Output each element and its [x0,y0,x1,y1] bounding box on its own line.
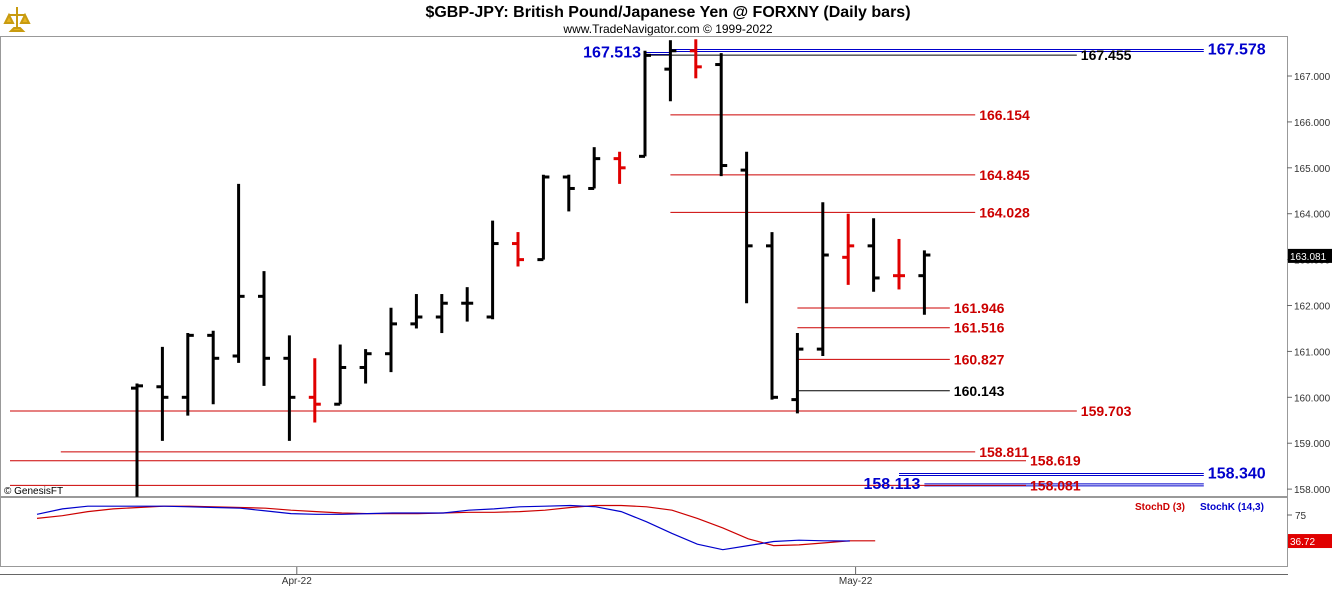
ohlc-bar [359,349,372,384]
level-label: 158.619 [1030,453,1081,469]
level-label: 160.827 [954,351,1005,367]
chart-title: $GBP-JPY: British Pound/Japanese Yen @ F… [425,4,910,21]
level-label: 167.578 [1208,41,1266,58]
ohlc-bar [664,40,677,102]
price-tick-label: 162.000 [1294,302,1331,313]
time-tick-label: Apr-22 [282,576,312,587]
ohlc-bar [588,147,601,190]
ohlc-bar [512,232,524,267]
ohlc-bar [486,220,499,320]
ohlc-bar [410,294,423,329]
price-axis-ticks: 158.000 159.000 160.000 161.000 162.000 163.0… [1287,72,1332,496]
ohlc-bar [181,333,194,416]
level-label: 166.154 [979,107,1030,123]
ohlc-bar [639,50,651,158]
ohlc-bar [791,333,804,414]
ohlc-bar [334,344,347,406]
price-tick-label: 165.000 [1294,164,1331,175]
level-label: 161.516 [954,320,1005,336]
stoch-k-line [36,504,850,551]
ohlc-bar [435,294,448,334]
price-tick-label: 166.000 [1294,118,1331,129]
ohlc-bar [461,287,474,322]
price-tick-label: 160.000 [1294,393,1331,404]
ohlc-bars [131,39,931,497]
ohlc-bar [766,232,778,400]
level-label: 167.455 [1081,47,1132,63]
last-price-label: 163.081 [1290,252,1327,263]
stochastic-panel: 75 36.72 StochD (3) StochK (14,3) [36,502,1332,551]
ohlc-bar [283,335,296,441]
ohlc-bar [308,358,321,423]
credit-label: © GenesisFT [4,486,63,497]
ohlc-bar [842,213,855,285]
stoch-last-label: 36.72 [1290,537,1315,548]
ohlc-bar [562,174,575,212]
level-label: 158.113 [863,476,920,493]
ohlc-bar [258,271,270,386]
price-level-labels: 167.513 167.455 167.578 166.154 164.845 164.0… [583,41,1266,493]
last-price-box [1288,248,1332,263]
legend-stoch-d: StochD (3) [1135,502,1185,513]
level-label: 161.946 [954,300,1005,316]
ohlc-bar [207,330,220,405]
ohlc-bar [689,39,702,79]
price-tick-label: 161.000 [1294,347,1331,358]
ohlc-bar [232,183,245,363]
time-axis-labels: Apr-22 May-22 [282,567,873,587]
legend-stoch-k: StochK (14,3) [1200,502,1264,513]
level-label: 158.340 [1208,466,1266,483]
level-label: 159.703 [1081,403,1132,419]
price-tick-label: 159.000 [1294,439,1331,450]
trade-navigator-logo-icon [3,7,31,32]
ohlc-bar [893,238,905,290]
ohlc-bar [918,250,931,315]
price-tick-label: 167.000 [1294,72,1331,83]
chart-subtitle: www.TradeNavigator.com © 1999-2022 [562,22,772,36]
ohlc-bar [385,307,397,373]
price-tick-label: 158.000 [1294,485,1331,496]
ohlc-bar [816,202,829,357]
price-axis-area [1288,36,1336,567]
price-tick-label: 164.000 [1294,210,1331,221]
level-label: 158.811 [979,444,1029,460]
time-tick-label: May-22 [839,576,873,587]
ohlc-bar [867,218,880,292]
stoch-last-box [1288,534,1332,549]
ohlc-bar [715,53,728,177]
ohlc-bar [537,174,550,262]
stochastic-panel-frame [0,497,1288,567]
ohlc-bar [156,346,169,441]
ohlc-bar [131,383,143,497]
level-label: 164.028 [979,204,1030,220]
stoch-tick-label: 75 [1295,511,1307,522]
ohlc-bar [613,151,626,184]
level-label: 158.081 [1030,477,1081,493]
level-label: 167.513 [583,44,641,61]
ohlc-bar [740,151,753,304]
level-label: 160.143 [954,383,1005,399]
level-label: 164.845 [979,167,1030,183]
